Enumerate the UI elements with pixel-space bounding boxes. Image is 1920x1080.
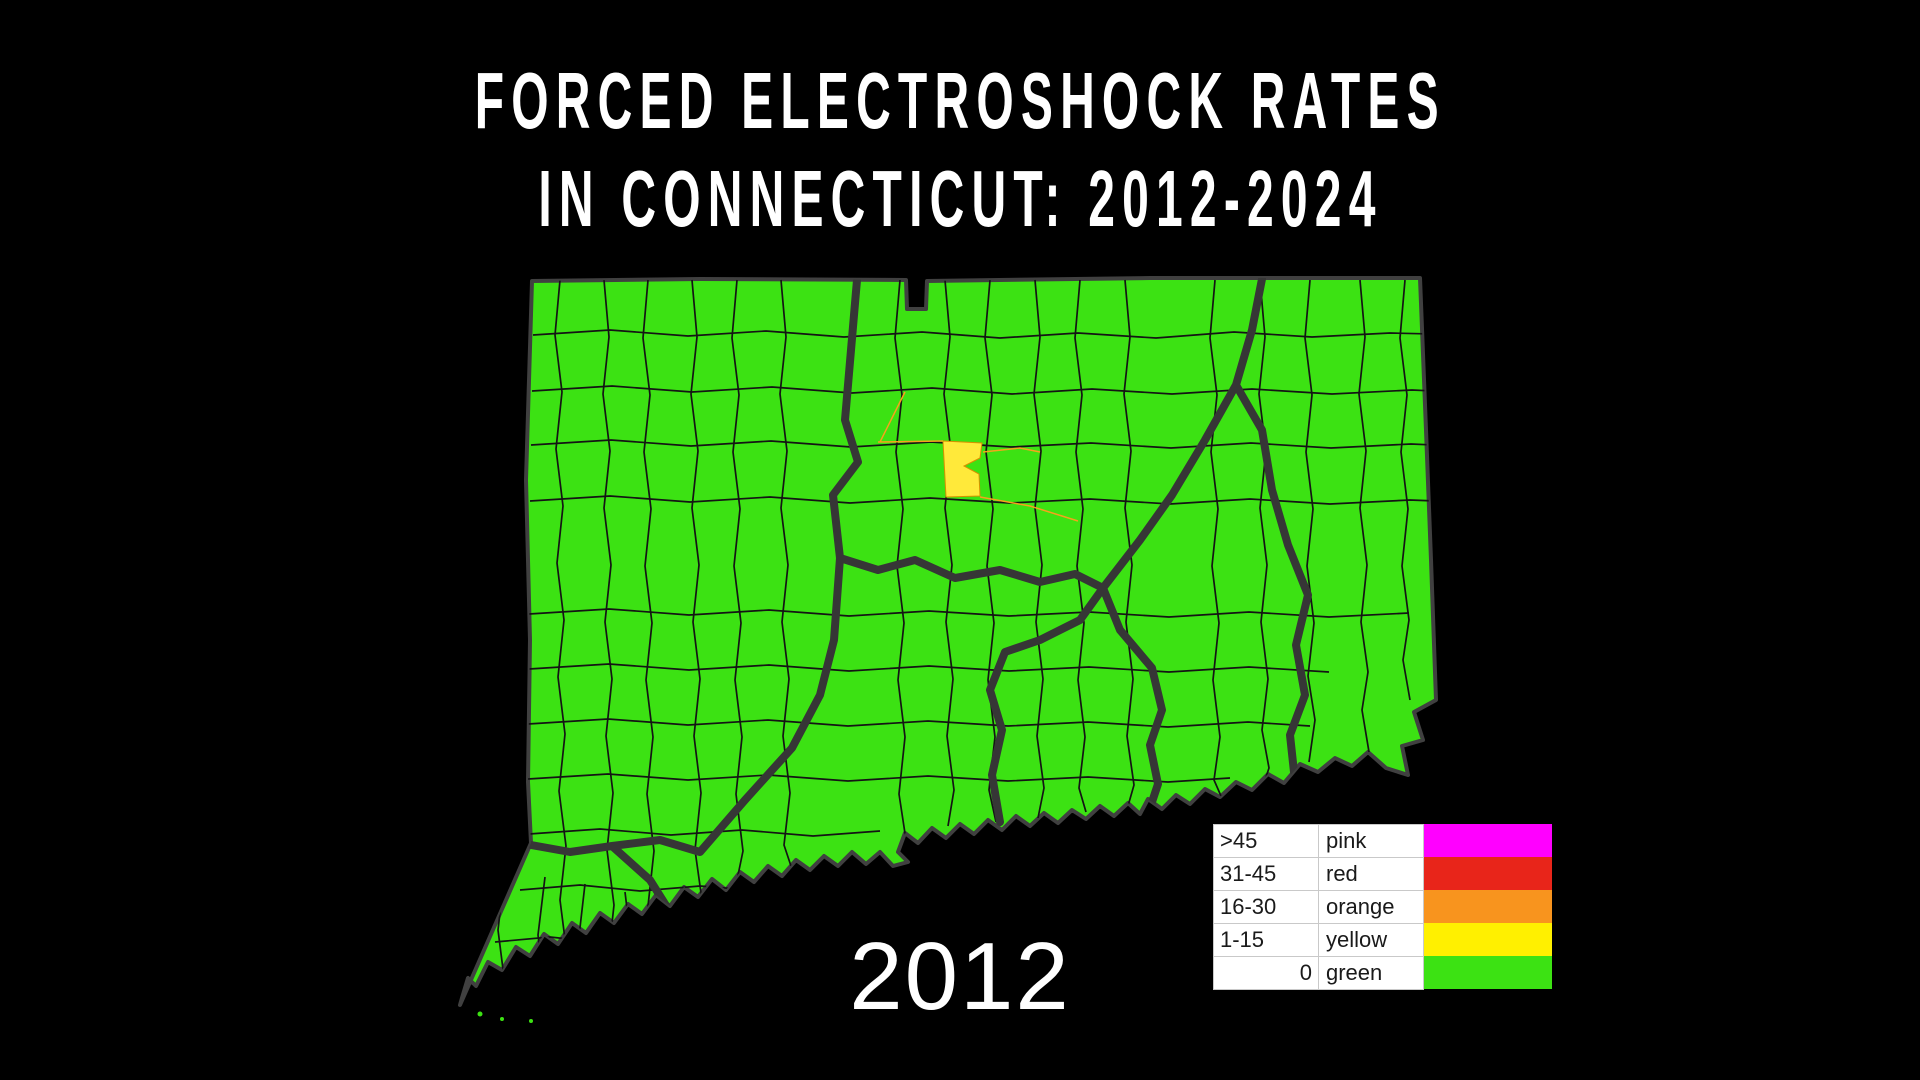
legend-color-swatch	[1424, 890, 1552, 923]
county-borders	[527, 278, 1312, 1001]
legend-row: >45 pink	[1213, 824, 1552, 858]
legend-color-swatch	[1424, 824, 1552, 857]
legend-color-swatch	[1424, 857, 1552, 890]
legend-range-cell: 1-15	[1213, 923, 1319, 957]
year-label: 2012	[849, 923, 1071, 1030]
town-borders-vertical	[497, 279, 1411, 1001]
legend-range-cell: >45	[1213, 824, 1319, 858]
coastal-islands	[477, 1011, 533, 1023]
legend-row: 0 green	[1213, 956, 1552, 990]
legend-row: 16-30 orange	[1213, 890, 1552, 924]
legend-color-name-cell: yellow	[1318, 923, 1424, 957]
highlighted-town	[942, 440, 983, 498]
legend-range-cell: 31-45	[1213, 857, 1319, 891]
title-line-1: FORCED ELECTROSHOCK RATES	[474, 56, 1446, 145]
legend-range-cell: 16-30	[1213, 890, 1319, 924]
title-line-2: IN CONNECTICUT: 2012-2024	[537, 154, 1383, 243]
legend-color-swatch	[1424, 923, 1552, 956]
legend-row: 1-15 yellow	[1213, 923, 1552, 957]
legend-range-cell: 0	[1213, 956, 1319, 990]
legend-table: >45 pink 31-45 red 16-30 orange 1-15 yel…	[1213, 824, 1552, 990]
legend-color-swatch	[1424, 956, 1552, 989]
legend-color-name-cell: green	[1318, 956, 1424, 990]
legend-row: 31-45 red	[1213, 857, 1552, 891]
legend-color-name-cell: pink	[1318, 824, 1424, 858]
legend-color-name-cell: red	[1318, 857, 1424, 891]
legend-color-name-cell: orange	[1318, 890, 1424, 924]
page-title: FORCED ELECTROSHOCK RATES IN CONNECTICUT…	[0, 52, 1920, 248]
neighbor-borders-orange	[877, 391, 1079, 522]
